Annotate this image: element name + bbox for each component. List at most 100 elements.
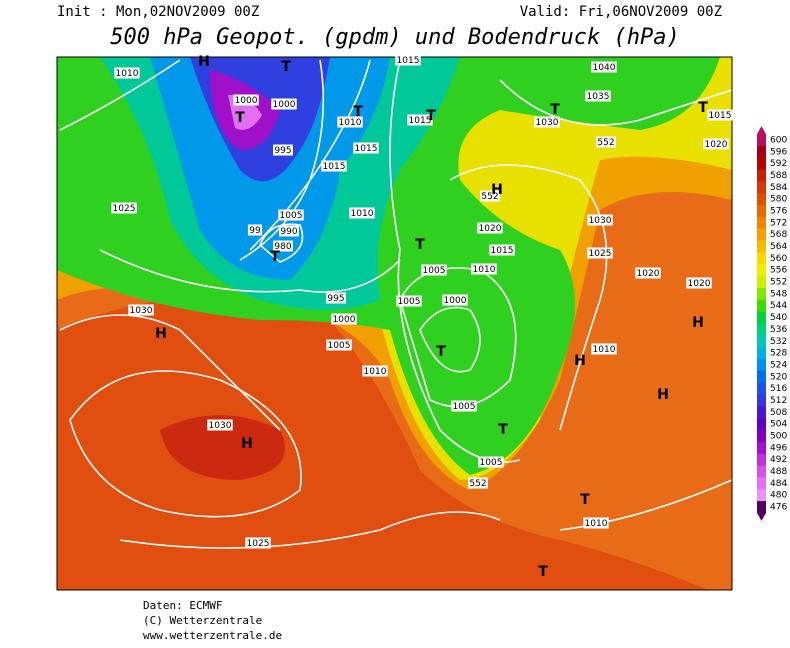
isobar-label-box bbox=[596, 136, 616, 148]
isobar-label: 1035 bbox=[587, 92, 610, 102]
isobar-label-box bbox=[585, 90, 611, 102]
isobar-label-box bbox=[587, 214, 613, 226]
isobar-label-box bbox=[271, 98, 297, 110]
isobar-label: 1010 bbox=[473, 265, 496, 275]
legend-label: 552 bbox=[770, 278, 787, 288]
isobar-label-box bbox=[326, 292, 346, 304]
legend-swatch bbox=[757, 311, 766, 324]
isobar-label: 1020 bbox=[688, 279, 711, 289]
isobar-label: 1010 bbox=[364, 367, 387, 377]
legend-swatch bbox=[757, 323, 766, 336]
isobar-label: 1005 bbox=[480, 458, 503, 468]
isobar-label-box bbox=[395, 54, 421, 66]
isobar-label-box bbox=[686, 277, 712, 289]
legend-label: 520 bbox=[770, 372, 787, 382]
legend-label: 560 bbox=[770, 254, 787, 264]
isobar-label-box bbox=[349, 207, 375, 219]
legend-label: 484 bbox=[770, 479, 787, 489]
legend-swatch bbox=[757, 228, 766, 242]
isobar-label-box bbox=[128, 304, 154, 316]
isobar-label-box bbox=[591, 343, 617, 355]
isobar-label-box bbox=[468, 477, 488, 489]
isobar-label: 1030 bbox=[130, 306, 153, 316]
isobar-label: 1015 bbox=[709, 111, 732, 121]
isobar-label: 1030 bbox=[589, 216, 612, 226]
isobar-label: 1005 bbox=[328, 341, 351, 351]
isobar-label: 1030 bbox=[209, 421, 232, 431]
isobar-label: 1015 bbox=[397, 56, 420, 66]
isobar-label: 1025 bbox=[247, 539, 270, 549]
isobar-label: 1000 bbox=[273, 100, 296, 110]
isobar-label-box bbox=[326, 339, 352, 351]
legend-label: 528 bbox=[770, 349, 787, 359]
isobar-label: 1010 bbox=[593, 345, 616, 355]
valid-time: Valid: Fri,06NOV2009 00Z bbox=[520, 4, 722, 20]
legend-swatch bbox=[757, 430, 766, 443]
legend-swatch bbox=[757, 169, 766, 182]
legend-swatch bbox=[757, 299, 766, 313]
legend-label: 504 bbox=[770, 420, 787, 430]
isobar-label: 1020 bbox=[479, 224, 502, 234]
legend-swatch bbox=[757, 264, 766, 277]
legend-label: 512 bbox=[770, 396, 787, 406]
legend-swatch bbox=[757, 145, 766, 159]
legend-arrow-top bbox=[757, 126, 766, 135]
legend-label: 500 bbox=[770, 431, 787, 441]
isobar-label: 1000 bbox=[235, 96, 258, 106]
legend-label: 492 bbox=[770, 455, 787, 465]
legend-swatch bbox=[757, 406, 766, 419]
isobar-label: 1010 bbox=[585, 519, 608, 529]
legend-swatch bbox=[757, 465, 766, 478]
legend-label: 544 bbox=[770, 301, 787, 311]
legend-label: 584 bbox=[770, 183, 787, 193]
legend-swatch bbox=[757, 394, 766, 407]
isobar-label: 1025 bbox=[589, 249, 612, 259]
isobar-label-box bbox=[331, 313, 357, 325]
legend-swatch bbox=[757, 453, 766, 467]
legend-label: 596 bbox=[770, 147, 787, 157]
legend-swatch bbox=[757, 501, 766, 514]
legend-label: 592 bbox=[770, 159, 787, 169]
legend-swatch bbox=[757, 441, 766, 455]
isobar-label-box bbox=[396, 295, 422, 307]
legend-label: 580 bbox=[770, 195, 787, 205]
isobar-label: 995 bbox=[327, 294, 344, 304]
isobar-label-box bbox=[591, 61, 617, 73]
map-field bbox=[57, 57, 732, 590]
pressure-center: T bbox=[436, 344, 446, 360]
legend-label: 564 bbox=[770, 242, 787, 252]
legend-label: 524 bbox=[770, 360, 787, 370]
isobar-label-box bbox=[534, 116, 560, 128]
isobar-label: 1005 bbox=[453, 402, 476, 412]
pressure-center: T bbox=[698, 100, 708, 116]
isobar-label-box bbox=[273, 240, 293, 252]
legend-swatch bbox=[757, 181, 766, 194]
pressure-center: T bbox=[281, 59, 291, 75]
isobar-label-box bbox=[245, 537, 271, 549]
legend-label: 496 bbox=[770, 443, 787, 453]
legend-swatch bbox=[757, 205, 766, 218]
isobar-label-box bbox=[489, 244, 515, 256]
isobar-label: 552 bbox=[481, 192, 498, 202]
legend-swatch bbox=[757, 370, 766, 384]
legend-label: 556 bbox=[770, 266, 787, 276]
legend-label: 488 bbox=[770, 467, 787, 477]
isobar-label-box bbox=[279, 225, 299, 237]
legend-swatch bbox=[757, 477, 766, 490]
isobar-label-box bbox=[635, 267, 661, 279]
isobar-label-box bbox=[703, 138, 729, 150]
isobar-label: 1010 bbox=[116, 69, 139, 79]
legend-swatch bbox=[757, 252, 766, 265]
legend-label: 576 bbox=[770, 207, 787, 217]
isobar-label: 1005 bbox=[398, 297, 421, 307]
isobar-label-box bbox=[451, 400, 477, 412]
pressure-center: H bbox=[574, 353, 586, 369]
pressure-center: H bbox=[657, 387, 669, 403]
isobar-label-box bbox=[421, 264, 447, 276]
isobar-label-box bbox=[321, 160, 347, 172]
isobar-label-box bbox=[337, 116, 363, 128]
isobar-label: 1000 bbox=[333, 315, 356, 325]
pressure-center: T bbox=[426, 108, 436, 124]
legend-label: 600 bbox=[770, 136, 787, 146]
isobar-label: 552 bbox=[597, 138, 614, 148]
